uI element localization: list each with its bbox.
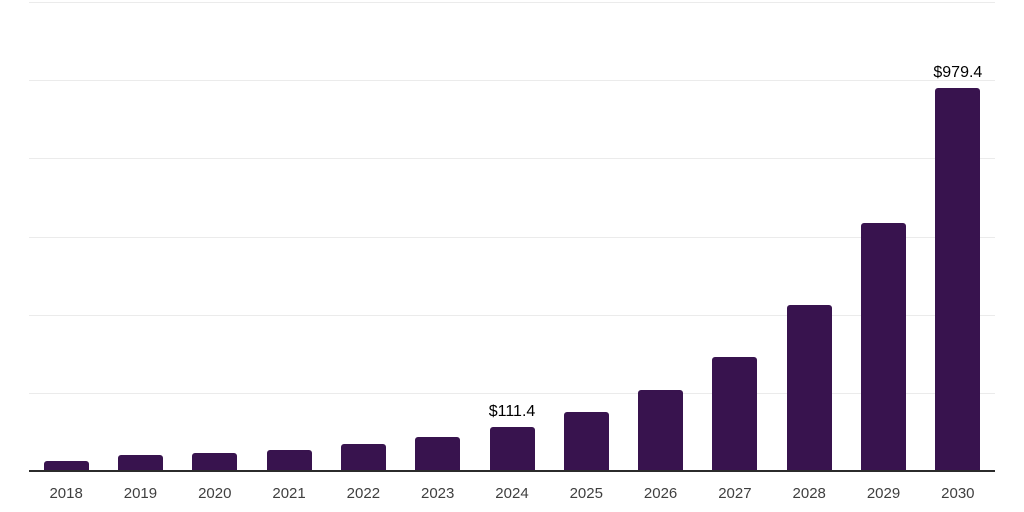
value-label-2024: $111.4 — [488, 403, 536, 421]
bar-2027[interactable] — [712, 356, 758, 471]
bar-2019[interactable] — [117, 454, 163, 471]
bar-2028[interactable] — [786, 304, 832, 471]
x-tick-label-2029: 2029 — [866, 485, 901, 502]
bar-2024[interactable] — [489, 427, 535, 471]
bar-2018[interactable] — [43, 461, 89, 471]
gridline-800 — [29, 158, 995, 160]
bar-2029[interactable] — [861, 223, 907, 471]
x-tick-label-2028: 2028 — [792, 485, 826, 502]
x-axis-line — [29, 470, 995, 472]
gridline-1000 — [29, 80, 995, 82]
x-tick-label-2026: 2026 — [643, 485, 678, 502]
x-tick-label-2020: 2020 — [198, 485, 232, 502]
x-tick-label-2023: 2023 — [420, 485, 455, 502]
x-tick-label-2024: 2024 — [495, 485, 529, 502]
gridline-200 — [29, 392, 995, 394]
x-tick-label-2018: 2018 — [49, 485, 83, 502]
bar-2023[interactable] — [415, 436, 461, 471]
gridline-600 — [29, 236, 995, 238]
x-tick-label-2019: 2019 — [123, 485, 158, 502]
gridline-400 — [29, 314, 995, 316]
x-tick-label-2022: 2022 — [346, 485, 381, 502]
bar-2025[interactable] — [563, 411, 609, 471]
x-tick-label-2027: 2027 — [718, 485, 752, 502]
x-tick-label-2025: 2025 — [569, 485, 603, 502]
bar-2021[interactable] — [266, 449, 312, 471]
bar-2030[interactable] — [935, 88, 981, 471]
x-tick-label-2030: 2030 — [941, 485, 975, 502]
bar-2020[interactable] — [192, 453, 238, 471]
x-tick-label-2021: 2021 — [272, 485, 306, 502]
bar-2026[interactable] — [638, 390, 684, 471]
value-label-2030: $979.4 — [933, 64, 983, 82]
gridline-1200 — [29, 2, 995, 3]
bar-2022[interactable] — [340, 444, 386, 471]
